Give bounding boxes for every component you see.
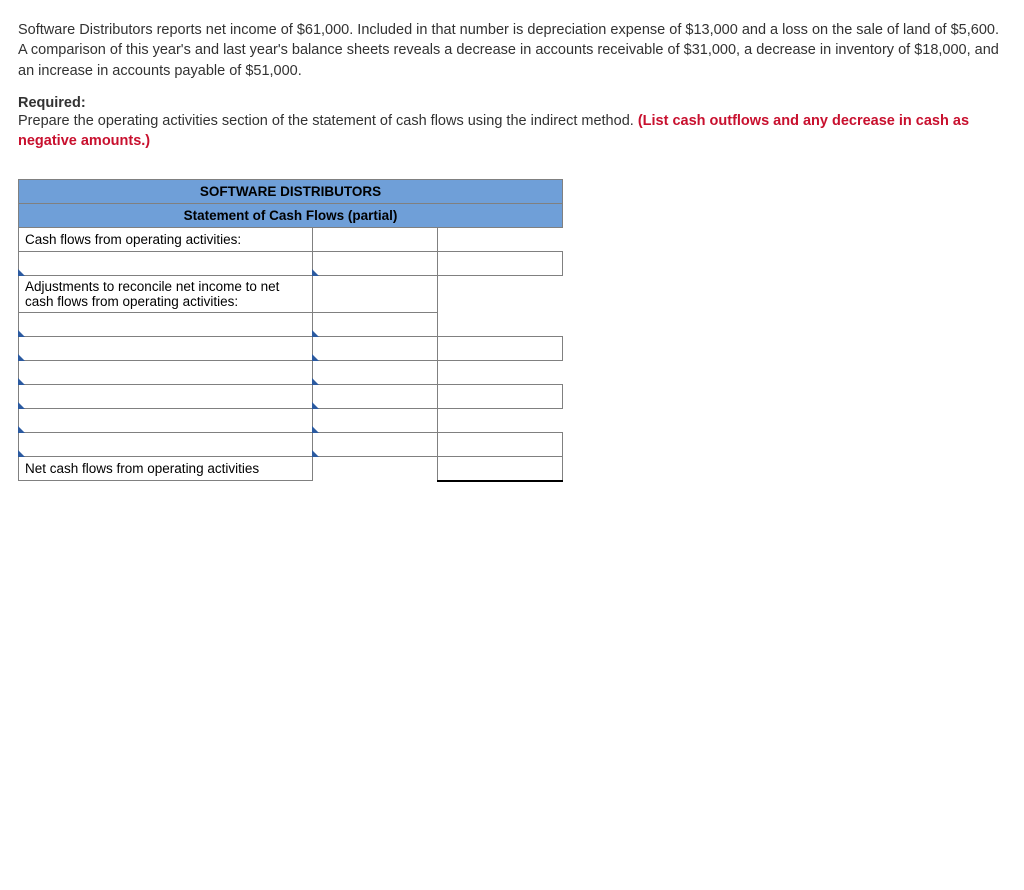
- required-block: Required:: [18, 95, 1006, 111]
- table-title-statement: Statement of Cash Flows (partial): [19, 204, 563, 228]
- section-adjustments: Adjustments to reconcile net income to n…: [19, 276, 313, 313]
- row-input-label[interactable]: [19, 313, 313, 337]
- row-input-amount1[interactable]: [313, 313, 438, 337]
- row-input-amount1[interactable]: [313, 409, 438, 433]
- net-cash-flows-amount[interactable]: [438, 457, 563, 481]
- required-label: Required:: [18, 95, 86, 111]
- row-input-label[interactable]: [19, 252, 313, 276]
- row-input-amount1[interactable]: [313, 252, 438, 276]
- row-input-label[interactable]: [19, 433, 313, 457]
- blank-cell: [313, 457, 438, 481]
- row-input-amount2[interactable]: [438, 252, 563, 276]
- blank-cell: [313, 228, 438, 252]
- row-input-label[interactable]: [19, 337, 313, 361]
- blank-cell: [438, 361, 563, 385]
- blank-cell: [438, 276, 563, 313]
- row-input-amount1[interactable]: [313, 433, 438, 457]
- problem-text: Software Distributors reports net income…: [18, 20, 1006, 81]
- row-input-amount1[interactable]: [313, 337, 438, 361]
- blank-cell: [438, 313, 563, 337]
- row-input-label[interactable]: [19, 385, 313, 409]
- row-input-label[interactable]: [19, 361, 313, 385]
- net-cash-flows-label: Net cash flows from operating activities: [19, 457, 313, 481]
- required-instruction: Prepare the operating activities section…: [18, 111, 1006, 152]
- section-cash-flows-operating: Cash flows from operating activities:: [19, 228, 313, 252]
- required-instruction-plain: Prepare the operating activities section…: [18, 113, 638, 129]
- row-input-label[interactable]: [19, 409, 313, 433]
- row-input-amount2[interactable]: [438, 433, 563, 457]
- row-input-amount2[interactable]: [438, 337, 563, 361]
- cash-flow-table: SOFTWARE DISTRIBUTORS Statement of Cash …: [18, 179, 563, 482]
- table-title-company: SOFTWARE DISTRIBUTORS: [19, 180, 563, 204]
- row-input-amount1[interactable]: [313, 361, 438, 385]
- blank-cell: [438, 409, 563, 433]
- blank-cell: [313, 276, 438, 313]
- row-input-amount2[interactable]: [438, 385, 563, 409]
- row-input-amount1[interactable]: [313, 385, 438, 409]
- blank-cell: [438, 228, 563, 252]
